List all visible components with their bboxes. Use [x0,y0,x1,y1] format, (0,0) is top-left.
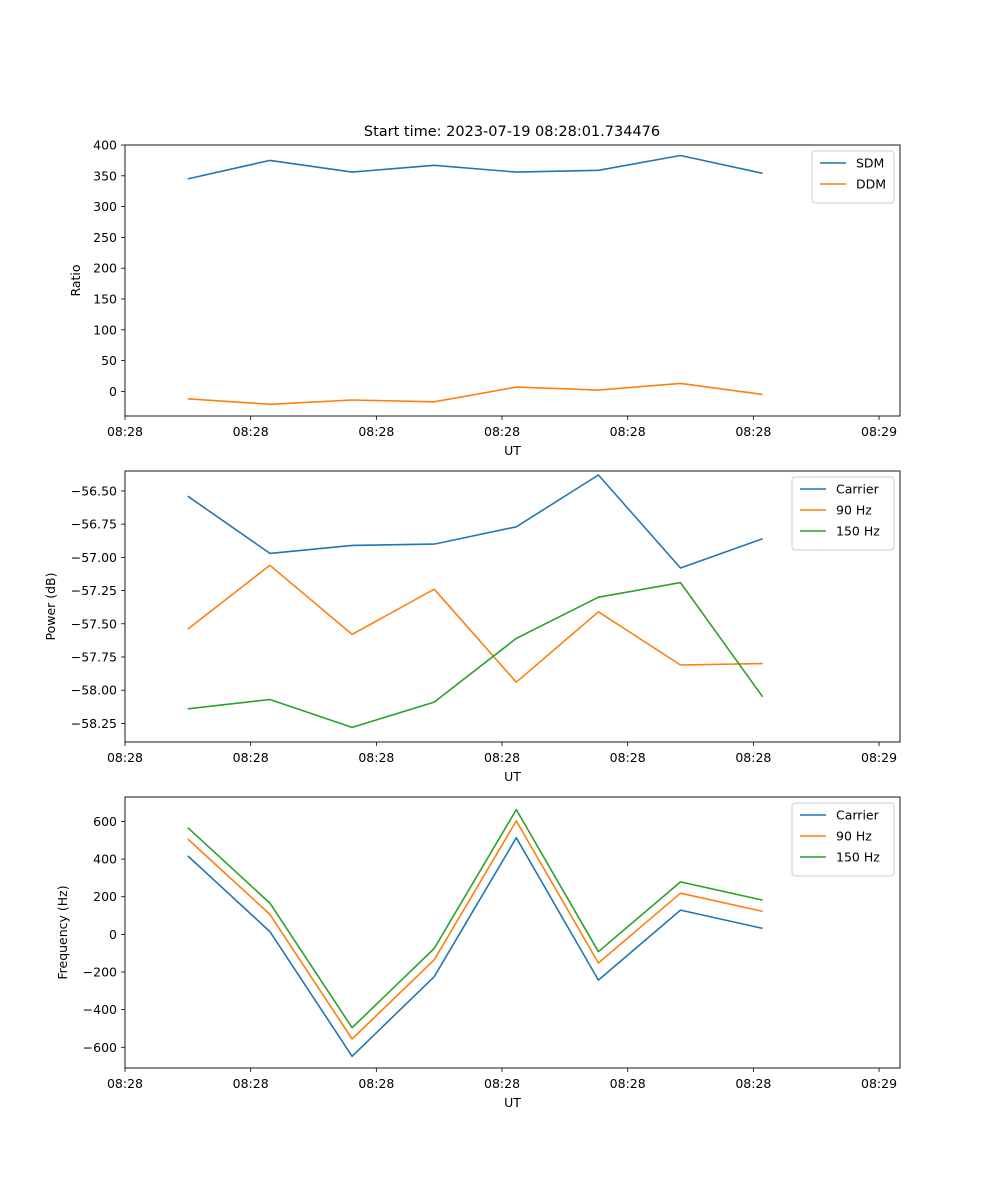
y-tick-label: 50 [101,353,117,368]
x-tick-label: 08:28 [233,424,269,439]
y-tick-label: 200 [93,261,117,276]
x-tick-label: 08:28 [735,424,771,439]
y-tick-label: 300 [93,199,117,214]
legend: SDM DDM [811,150,895,204]
x-tick-label: 08:28 [735,1076,771,1091]
axes-frame [124,470,901,743]
y-tick-label: 350 [93,168,117,183]
y-tick-label: 400 [93,138,117,153]
x-tick-label: 08:28 [233,750,269,765]
plot-area: 0 50 100 150 200 250 300 350 400 08:28 08:28 08:28 0… [43,138,901,1110]
x-tick-label: 08:28 [610,1076,646,1091]
y-axis-label: Power (dB) [43,572,58,640]
y-axis-label: Ratio [68,264,83,296]
y-tick-label: −56.50 [71,483,117,498]
x-tick-label: 08:28 [610,424,646,439]
y-tick-label: −57.00 [71,550,117,565]
y-tick-label: −57.75 [71,649,117,664]
chart-panel-2: −58.25 −58.00 −57.75 −57.50 −57.25 −57.00 −56.… [43,470,901,784]
y-tick-label: 200 [93,889,117,904]
legend-label: 90 Hz [836,829,872,844]
legend: Carrier 90 Hz 150 Hz [791,802,895,877]
y-tick-label: −58.25 [71,716,117,731]
x-tick-label: 08:29 [861,424,897,439]
legend-label: 90 Hz [836,503,872,518]
x-axis-label: UT [504,443,521,458]
y-tick-label: 0 [109,384,117,399]
legend-label: DDM [856,177,886,192]
legend-label: 150 Hz [836,524,880,539]
x-tick-label: 08:28 [107,1076,143,1091]
series-line-carrier [187,836,763,1058]
y-tick-label: −200 [83,965,117,980]
x-tick-label: 08:28 [233,1076,269,1091]
x-tick-label: 08:28 [358,424,394,439]
series-line-90-hz [187,820,763,1040]
figure-title: Start time: 2023-07-19 08:28:01.734476 [364,124,660,140]
x-tick-label: 08:28 [358,750,394,765]
chart-panel-1: 0 50 100 150 200 250 300 350 400 08:28 08:28 08:28 0… [68,138,901,458]
y-tick-label: 600 [93,814,117,829]
series-line-carrier [187,474,763,569]
x-tick-label: 08:28 [484,1076,520,1091]
legend: Carrier 90 Hz 150 Hz [791,476,895,551]
legend-label: Carrier [836,808,880,823]
y-tick-label: 400 [93,852,117,867]
x-tick-label: 08:28 [610,750,646,765]
x-tick-label: 08:28 [484,750,520,765]
axes-frame [124,796,901,1069]
legend-box [811,150,895,204]
x-axis-label: UT [504,769,521,784]
legend-label: Carrier [836,482,880,497]
legend-label: SDM [856,156,884,171]
series-line-90-hz [187,564,763,684]
y-axis-label: Frequency (Hz) [55,885,70,979]
y-tick-label: 150 [93,291,117,306]
y-tick-label: −58.00 [71,683,117,698]
y-tick-label: 0 [109,927,117,942]
series-line-sdm [187,154,763,180]
y-tick-label: −600 [83,1040,117,1055]
y-tick-label: −56.75 [71,517,117,532]
x-tick-label: 08:29 [861,750,897,765]
x-tick-label: 08:28 [735,750,771,765]
x-tick-label: 08:28 [484,424,520,439]
y-tick-label: 100 [93,322,117,337]
series-line-150-hz [187,808,763,1029]
y-tick-label: −57.50 [71,616,117,631]
axes-frame [124,144,901,417]
y-tick-label: 250 [93,230,117,245]
legend-label: 150 Hz [836,850,880,865]
series-line-ddm [187,382,763,406]
chart-panel-3: −600 −400 −200 0 200 400 600 08:28 08:28 08:28 08:… [55,796,901,1110]
x-tick-label: 08:29 [861,1076,897,1091]
x-tick-label: 08:28 [107,750,143,765]
y-tick-label: −57.25 [71,583,117,598]
y-tick-label: −400 [83,1002,117,1017]
series-line-150-hz [187,581,764,729]
x-tick-label: 08:28 [107,424,143,439]
x-tick-label: 08:28 [358,1076,394,1091]
x-axis-label: UT [504,1095,521,1110]
